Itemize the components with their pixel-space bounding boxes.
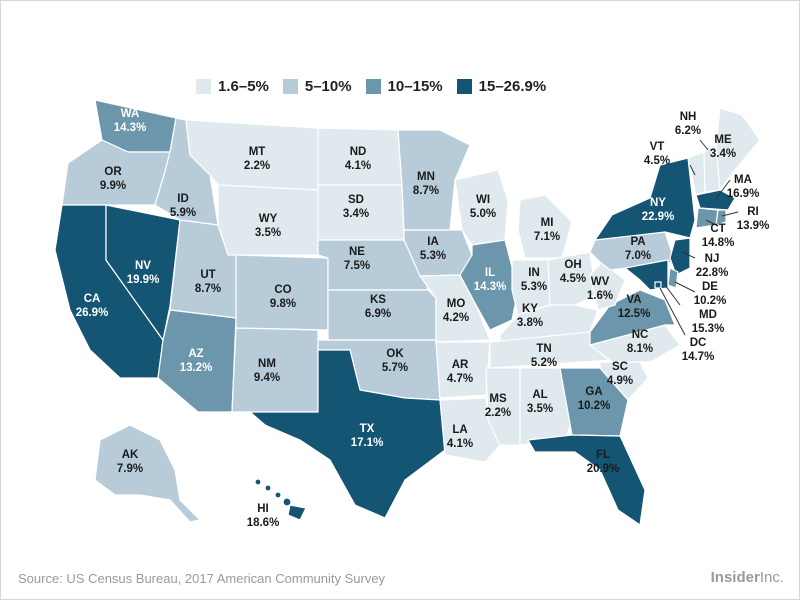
legend-label: 15–26.9% bbox=[478, 78, 547, 95]
state-nj bbox=[669, 237, 691, 276]
label-ks: KS 6.9% bbox=[365, 294, 391, 320]
state-nm bbox=[231, 327, 319, 413]
label-or: OR 9.9% bbox=[100, 166, 126, 192]
label-ok: OK 5.7% bbox=[382, 348, 408, 374]
label-hi: HI 18.6% bbox=[247, 503, 280, 529]
label-nh: NH 6.2% bbox=[675, 111, 701, 137]
state-ny bbox=[594, 157, 696, 241]
label-in: IN 5.3% bbox=[521, 267, 547, 293]
label-ga: GA 10.2% bbox=[578, 386, 611, 412]
legend-swatch bbox=[365, 79, 381, 94]
legend-label: 5–10% bbox=[304, 78, 352, 95]
label-vt: VT 4.5% bbox=[644, 141, 670, 167]
state-fl bbox=[527, 434, 646, 526]
state-ak bbox=[94, 424, 201, 523]
state-oh bbox=[547, 251, 597, 306]
leader-line bbox=[681, 251, 696, 259]
label-mn: MN 8.7% bbox=[413, 171, 439, 197]
label-mi: MI 7.1% bbox=[534, 217, 560, 243]
legend: 1.6–5% 5–10% 10–15% 15–26.9% bbox=[196, 78, 546, 95]
label-sd: SD 3.4% bbox=[343, 194, 369, 220]
label-ar: AR 4.7% bbox=[447, 359, 473, 385]
legend-item: 5–10% bbox=[282, 78, 352, 95]
label-dc: DC 14.7% bbox=[682, 337, 715, 363]
state-wy bbox=[217, 184, 319, 256]
label-ne: NE 7.5% bbox=[344, 246, 370, 272]
legend-item: 1.6–5% bbox=[196, 78, 269, 95]
label-ms: MS 2.2% bbox=[485, 393, 511, 419]
label-co: CO 9.8% bbox=[270, 284, 296, 310]
label-tn: TN 5.2% bbox=[531, 343, 557, 369]
state-dc bbox=[654, 281, 662, 289]
label-nc: NC 8.1% bbox=[627, 329, 653, 355]
leader-line bbox=[721, 211, 739, 217]
label-sc: SC 4.9% bbox=[607, 361, 633, 387]
label-oh: OH 4.5% bbox=[560, 259, 586, 285]
label-de: DE 10.2% bbox=[694, 281, 727, 307]
label-ut: UT 8.7% bbox=[195, 269, 221, 295]
label-ca: CA 26.9% bbox=[76, 293, 109, 319]
leader-line bbox=[659, 287, 686, 336]
brand-name: Insider bbox=[710, 569, 760, 586]
label-wi: WI 5.0% bbox=[470, 194, 496, 220]
legend-swatch bbox=[196, 79, 211, 94]
state-hi bbox=[254, 478, 307, 521]
state-ar bbox=[435, 341, 491, 399]
source-caption: Source: US Census Bureau, 2017 American … bbox=[18, 571, 386, 586]
label-nm: NM 9.4% bbox=[254, 358, 280, 384]
label-ct: CT 14.8% bbox=[702, 223, 735, 249]
label-fl: FL 20.9% bbox=[587, 449, 620, 475]
label-la: LA 4.1% bbox=[447, 424, 473, 450]
leader-line bbox=[664, 284, 681, 306]
label-al: AL 3.5% bbox=[527, 389, 553, 415]
label-wa: WA 14.3% bbox=[114, 108, 147, 134]
label-tx: TX 17.1% bbox=[351, 423, 384, 449]
brand-logo: InsiderInc. bbox=[711, 569, 784, 586]
label-md: MD 15.3% bbox=[692, 309, 725, 335]
label-nj: NJ 22.8% bbox=[696, 253, 729, 279]
label-ma: MA 16.9% bbox=[727, 174, 760, 200]
state-il bbox=[459, 239, 519, 331]
legend-swatch bbox=[282, 79, 298, 94]
state-de bbox=[667, 267, 679, 289]
leader-line bbox=[689, 164, 696, 176]
label-va: VA 12.5% bbox=[618, 294, 651, 320]
leader-line bbox=[699, 139, 709, 151]
label-mt: MT 2.2% bbox=[244, 146, 270, 172]
label-mo: MO 4.2% bbox=[443, 298, 469, 324]
label-ia: IA 5.3% bbox=[420, 236, 446, 262]
brand-suffix: Inc. bbox=[759, 569, 784, 586]
legend-label: 10–15% bbox=[387, 78, 443, 95]
label-ky: KY 3.8% bbox=[517, 303, 543, 329]
label-id: ID 5.9% bbox=[170, 193, 196, 219]
leader-line bbox=[674, 281, 696, 293]
label-wy: WY 3.5% bbox=[255, 213, 281, 239]
legend-item: 10–15% bbox=[365, 78, 443, 95]
label-il: IL 14.3% bbox=[474, 267, 507, 293]
state-tx bbox=[249, 349, 446, 519]
label-wv: WV 1.6% bbox=[587, 276, 613, 302]
label-ny: NY 22.9% bbox=[642, 197, 675, 223]
label-nd: ND 4.1% bbox=[345, 146, 371, 172]
state-ms bbox=[485, 367, 521, 446]
leader-line bbox=[705, 219, 719, 227]
label-nv: NV 19.9% bbox=[127, 260, 160, 286]
label-ak: AK 7.9% bbox=[117, 449, 143, 475]
state-mn bbox=[397, 129, 471, 231]
label-ri: RI 13.9% bbox=[737, 206, 770, 232]
state-ri bbox=[715, 209, 727, 226]
state-wv bbox=[589, 261, 626, 311]
leader-line bbox=[714, 179, 731, 201]
state-ga bbox=[559, 367, 629, 437]
label-pa: PA 7.0% bbox=[625, 236, 651, 262]
state-az bbox=[157, 309, 237, 413]
label-me: ME 3.4% bbox=[710, 134, 736, 160]
legend-swatch bbox=[456, 79, 472, 94]
legend-label: 1.6–5% bbox=[218, 78, 269, 95]
legend-item: 15–26.9% bbox=[456, 78, 547, 95]
state-al bbox=[519, 367, 573, 446]
label-az: AZ 13.2% bbox=[180, 348, 213, 374]
